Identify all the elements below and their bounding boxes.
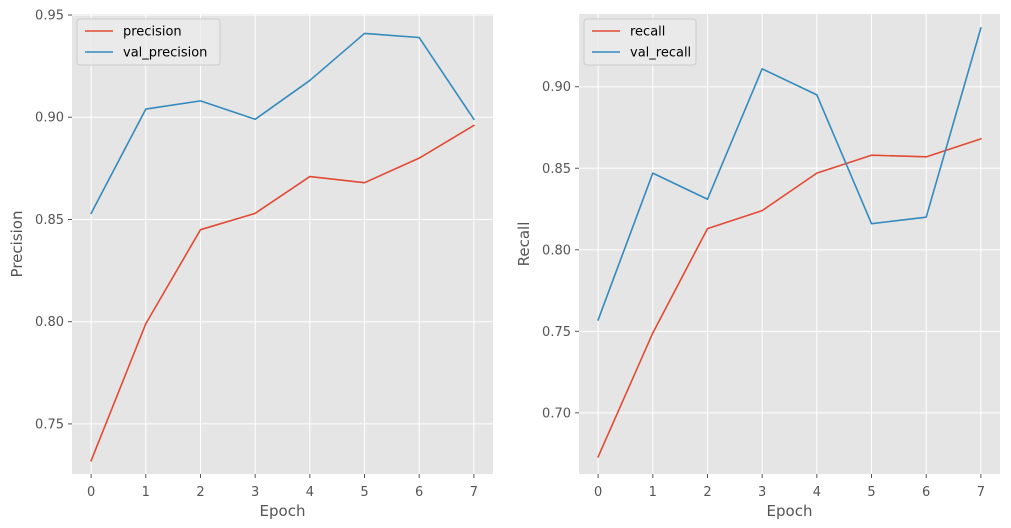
x-tick-label: 2 <box>703 485 711 500</box>
x-tick-label: 6 <box>415 485 423 500</box>
chart-1: 0 1 2 3 4 5 6 7 0.75 0.80 0.85 0.90 0.95 Epoch Precisi… <box>8 9 493 520</box>
legend-label-val-recall: val_recall <box>630 46 691 61</box>
x-tick-label: 0 <box>87 485 95 500</box>
x-tick-label: 6 <box>922 485 930 500</box>
x-tick-label: 3 <box>758 485 766 500</box>
legend-label-recall: recall <box>630 25 665 40</box>
y-tick-label: 0.80 <box>35 315 64 330</box>
plot-area <box>579 14 1000 474</box>
x-tick-label: 0 <box>594 485 602 500</box>
x-axis-label: Epoch <box>260 502 306 520</box>
y-tick-label: 0.70 <box>542 406 571 421</box>
y-tick-label: 0.90 <box>35 111 64 126</box>
y-tick-label: 0.95 <box>35 9 64 24</box>
y-tick-label: 0.85 <box>542 162 571 177</box>
series-line-recall <box>597 137 982 458</box>
legend: precision val_precision <box>76 18 221 66</box>
x-tick-label: 2 <box>196 485 204 500</box>
x-tick-label: 7 <box>977 485 985 500</box>
plot-area <box>72 14 493 474</box>
x-tick-label: 1 <box>142 485 150 500</box>
x-tick-label: 5 <box>867 485 875 500</box>
x-tick-label: 3 <box>251 485 259 500</box>
y-tick-label: 0.85 <box>35 213 64 228</box>
series-line-val-recall <box>597 27 982 321</box>
x-tick-label: 4 <box>813 485 821 500</box>
y-tick-label: 0.80 <box>542 243 571 258</box>
chart-2: 0 1 2 3 4 5 6 7 0.70 0.75 0.80 0.85 0.90 Epoch Recall r… <box>515 14 1000 520</box>
y-tick-label: 0.90 <box>542 80 571 95</box>
series-line-precision <box>90 124 475 462</box>
y-axis-label: Precision <box>8 211 26 278</box>
y-axis-label: Recall <box>515 222 533 267</box>
x-tick-label: 1 <box>649 485 657 500</box>
series-line-val-precision <box>90 32 475 215</box>
legend: recall val_recall <box>583 18 697 66</box>
x-axis-label: Epoch <box>767 502 813 520</box>
x-tick-label: 5 <box>360 485 368 500</box>
legend-label-precision: precision <box>123 25 182 40</box>
y-tick-label: 0.75 <box>35 417 64 432</box>
y-tick-label: 0.75 <box>542 325 571 340</box>
legend-label-val-precision: val_precision <box>123 46 207 61</box>
x-tick-label: 4 <box>306 485 314 500</box>
x-tick-label: 7 <box>470 485 478 500</box>
